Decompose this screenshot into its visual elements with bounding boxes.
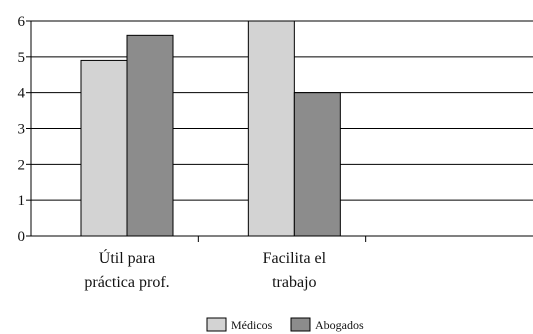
bar-abogados-0	[126, 34, 174, 237]
legend-swatch-1	[290, 317, 311, 332]
y-tick-label-0: 0	[18, 229, 26, 245]
y-tick-label-1: 1	[18, 193, 26, 209]
legend: Médicos Abogados	[206, 317, 364, 332]
legend-swatch-0	[206, 317, 227, 332]
y-axis-ticks: 0 1 2 3 4 5 6	[18, 14, 31, 245]
y-tick-label-4: 4	[18, 86, 26, 102]
y-tick-label-3: 3	[18, 122, 26, 138]
x-category-label-0-0: Útil para	[99, 248, 155, 267]
x-category-label-1-0: Facilita el	[263, 250, 327, 267]
x-axis-category-labels: Útil para práctica prof. Facilita el trabaj…	[84, 248, 326, 291]
x-category-label-1-1: trabajo	[272, 274, 316, 291]
legend-label-1: Abogados	[315, 318, 364, 332]
bar-mdicos-1	[247, 20, 295, 237]
legend-label-0: Médicos	[231, 318, 273, 332]
y-tick-label-6: 6	[18, 14, 26, 30]
y-tick-label-5: 5	[18, 50, 26, 66]
bar-mdicos-0	[80, 59, 128, 237]
x-category-label-0-1: práctica prof.	[84, 274, 169, 291]
bar-abogados-1	[293, 92, 341, 237]
y-tick-label-2: 2	[18, 157, 26, 173]
bars	[80, 20, 341, 237]
